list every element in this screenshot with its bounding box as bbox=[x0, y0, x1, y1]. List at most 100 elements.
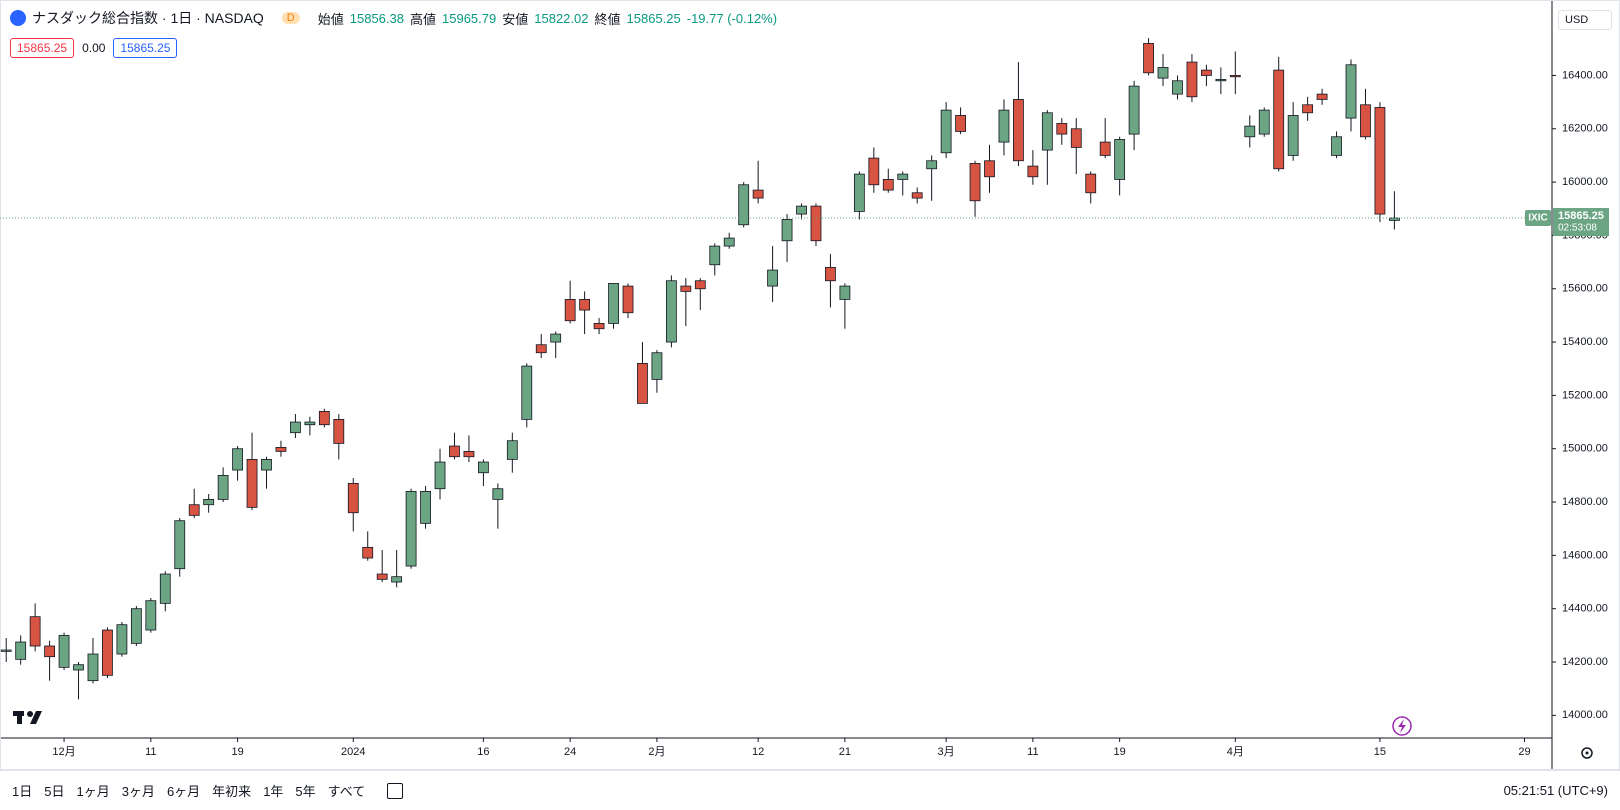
range-button[interactable]: 1ヶ月 bbox=[76, 784, 110, 799]
candle-body bbox=[1273, 69, 1285, 170]
candle bbox=[1056, 118, 1068, 145]
y-tick-label: 14000.00 bbox=[1562, 709, 1608, 721]
candle bbox=[188, 488, 200, 519]
candle bbox=[752, 160, 764, 204]
candle bbox=[564, 280, 576, 324]
range-button[interactable]: 5年 bbox=[295, 784, 316, 799]
y-tick-label: 16400.00 bbox=[1562, 69, 1608, 81]
price-label: 15865.25 bbox=[1558, 210, 1604, 222]
candle bbox=[304, 416, 316, 436]
candle bbox=[232, 446, 243, 481]
candle-body bbox=[853, 173, 865, 212]
candle-body bbox=[116, 624, 128, 655]
candle-body bbox=[376, 573, 388, 580]
candle bbox=[897, 171, 909, 196]
candle-body bbox=[102, 629, 113, 676]
candle-body bbox=[665, 280, 677, 343]
candle-body bbox=[0, 649, 12, 652]
candle bbox=[1388, 191, 1400, 230]
candle-body bbox=[1172, 80, 1183, 95]
candle-body bbox=[1186, 61, 1198, 98]
candle-body bbox=[694, 280, 706, 290]
candle-body bbox=[1331, 136, 1342, 156]
settings-icon[interactable] bbox=[1581, 747, 1593, 759]
toolbar: 1日 5日 1ヶ月 3ヶ月 6ヶ月 年初来 1年 5年 すべて 05:21:51 (UTC+9) bbox=[0, 770, 1620, 810]
candle-body bbox=[926, 160, 938, 170]
candle-body bbox=[347, 482, 359, 514]
candle bbox=[796, 203, 807, 220]
candle bbox=[868, 147, 880, 193]
legend-header: ナスダック総合指数 · 1日 · NASDAQ D 始値 15856.38 高値 1… bbox=[10, 8, 777, 28]
candle bbox=[1099, 118, 1111, 159]
candle-body bbox=[159, 573, 171, 604]
candle bbox=[1186, 54, 1198, 103]
trade-boxes: 15865.25 0.00 15865.25 bbox=[10, 38, 178, 58]
candle-body bbox=[1287, 115, 1299, 156]
range-button[interactable]: 1日 bbox=[12, 784, 33, 799]
candle-body bbox=[15, 641, 27, 660]
candle bbox=[550, 331, 562, 359]
candle bbox=[535, 334, 547, 359]
range-button[interactable]: 3ヶ月 bbox=[121, 784, 155, 799]
candle-body bbox=[709, 245, 721, 266]
candle bbox=[463, 435, 475, 463]
high-label: 高値 bbox=[410, 11, 437, 27]
candle-body bbox=[535, 344, 547, 354]
ask[interactable]: 15865.25 bbox=[113, 38, 178, 58]
candle bbox=[1128, 80, 1140, 151]
candle bbox=[608, 283, 619, 329]
x-tick-label: 2024 bbox=[341, 746, 365, 758]
candle bbox=[637, 342, 648, 404]
candle bbox=[1114, 136, 1126, 196]
candle bbox=[680, 278, 692, 327]
candle bbox=[1172, 75, 1183, 100]
range-button[interactable]: 5日 bbox=[44, 784, 65, 799]
compare-icon[interactable] bbox=[387, 782, 404, 799]
candle bbox=[1360, 88, 1371, 140]
candle bbox=[1302, 96, 1314, 121]
candle bbox=[478, 459, 489, 487]
candle-body bbox=[897, 173, 909, 180]
candle-body bbox=[998, 109, 1010, 143]
title: ナスダック総合指数 · 1日 · NASDAQ bbox=[32, 10, 264, 26]
currency[interactable]: USD bbox=[1558, 10, 1612, 30]
candle-body bbox=[1027, 165, 1039, 178]
range-button[interactable]: 年初来 bbox=[212, 784, 252, 799]
candle-body bbox=[868, 157, 880, 186]
candle-body bbox=[449, 445, 460, 458]
candle-body bbox=[767, 269, 779, 287]
candle bbox=[492, 483, 504, 529]
candle bbox=[449, 432, 460, 460]
candle-body bbox=[1345, 64, 1357, 119]
candle bbox=[362, 531, 374, 561]
candle bbox=[969, 160, 981, 217]
candle bbox=[694, 278, 706, 311]
candle-body bbox=[217, 474, 229, 500]
bid[interactable]: 15865.25 bbox=[10, 38, 75, 58]
candle bbox=[275, 440, 287, 457]
candle bbox=[593, 318, 605, 335]
candle bbox=[781, 214, 793, 263]
candle-body bbox=[1099, 141, 1111, 156]
range-button[interactable]: すべて bbox=[327, 784, 366, 799]
range-button[interactable]: 6ヶ月 bbox=[166, 784, 201, 799]
candle bbox=[839, 283, 851, 329]
symbol-tag-box bbox=[1525, 210, 1551, 227]
candle-body bbox=[246, 458, 258, 508]
close-label: 終値 bbox=[594, 11, 621, 27]
candle bbox=[58, 632, 70, 671]
candle-body bbox=[261, 458, 272, 471]
candle bbox=[1201, 64, 1212, 87]
y-tick-label: 15600.00 bbox=[1562, 283, 1608, 295]
candle bbox=[1041, 110, 1053, 185]
open-label: 始値 bbox=[317, 11, 344, 27]
x-tick-label: 11 bbox=[145, 746, 156, 758]
range-button[interactable]: 1年 bbox=[263, 784, 284, 799]
x-tick-label: 11 bbox=[1027, 746, 1038, 758]
lightning-icon[interactable] bbox=[1392, 716, 1412, 736]
candle bbox=[1273, 56, 1285, 172]
candle-body bbox=[1128, 85, 1140, 135]
candle-body bbox=[969, 163, 981, 202]
candle-body bbox=[723, 237, 735, 247]
candle-body bbox=[911, 192, 923, 199]
